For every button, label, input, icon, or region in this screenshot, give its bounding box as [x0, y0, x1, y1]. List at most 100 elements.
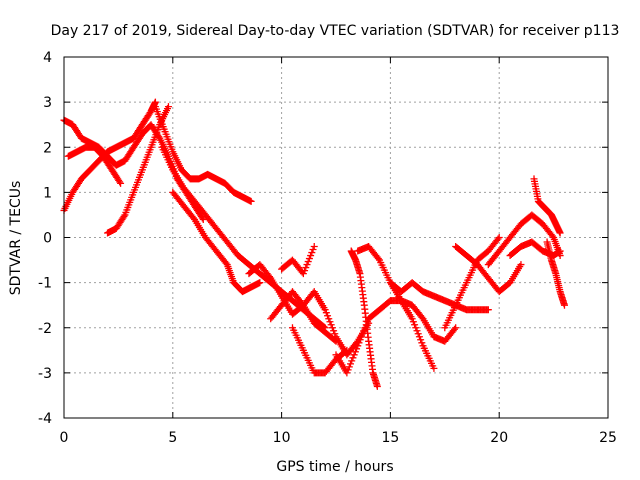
data-point [343, 346, 351, 354]
data-point [484, 306, 492, 314]
series-arc-18 [484, 211, 564, 269]
data-point [322, 309, 330, 317]
series-arc-16 [441, 234, 503, 332]
data-point [116, 178, 124, 186]
data-point [305, 255, 313, 263]
data-point [325, 315, 333, 323]
y-tick-label: -4 [38, 411, 52, 427]
data-point [413, 327, 421, 335]
series-arc-17 [452, 243, 525, 296]
series-arc-14 [354, 243, 438, 372]
x-tick-label: 15 [381, 430, 399, 446]
y-tick-label: 1 [43, 185, 52, 201]
data-point [450, 325, 458, 333]
series-arc-20 [530, 175, 564, 237]
x-tick-label: 0 [60, 430, 69, 446]
data-point [556, 247, 564, 255]
data-point [344, 366, 352, 374]
series-arc-9 [267, 288, 340, 345]
data-point [307, 252, 315, 260]
data-point [299, 270, 307, 278]
data-point [345, 363, 353, 371]
data-point [414, 330, 422, 338]
data-point [418, 339, 426, 347]
data-point [266, 273, 274, 281]
data-point [418, 313, 426, 321]
data-layer [60, 98, 568, 390]
data-point [120, 212, 128, 220]
series-arc-13 [347, 247, 381, 390]
data-point [355, 339, 363, 347]
data-point [360, 327, 368, 335]
data-point [494, 235, 502, 243]
data-point [560, 301, 568, 309]
data-point [330, 327, 338, 335]
series-arc-21 [543, 238, 568, 309]
data-point [326, 318, 334, 326]
data-point [373, 382, 381, 390]
data-point [417, 336, 425, 344]
data-point [331, 336, 339, 344]
data-point [350, 351, 358, 359]
data-point [308, 249, 316, 257]
tick-layer: 0 5 10 15 20 25 -4 -3 -2 -1 0 1 2 3 4 [38, 50, 617, 446]
series-arc-11 [278, 243, 318, 278]
y-tick-label: -3 [38, 366, 52, 382]
data-point [164, 103, 172, 111]
data-point [327, 321, 335, 329]
data-point [343, 369, 351, 377]
x-tick-label: 20 [490, 430, 508, 446]
data-point [302, 264, 310, 272]
data-point [415, 333, 423, 341]
data-point [309, 246, 317, 254]
y-tick-label: 0 [43, 231, 52, 247]
data-point [310, 243, 318, 251]
data-point [411, 321, 419, 329]
data-point [412, 324, 420, 332]
data-point [301, 267, 309, 275]
data-point [353, 345, 361, 353]
y-axis-label: SDTVAR / TECUs [8, 181, 24, 296]
y-tick-label: 3 [43, 95, 52, 111]
data-point [354, 342, 362, 350]
x-tick-label: 5 [168, 430, 177, 446]
data-point [222, 259, 230, 267]
x-axis-label: GPS time / hours [276, 459, 393, 475]
series-arc-15 [386, 279, 492, 314]
data-point [356, 336, 364, 344]
x-tick-label: 10 [273, 430, 291, 446]
data-point [349, 354, 357, 362]
data-point [247, 197, 255, 205]
grid-layer [64, 57, 608, 418]
data-point [321, 306, 329, 314]
data-point [374, 255, 382, 263]
data-point [256, 279, 264, 287]
data-point [452, 324, 460, 332]
data-point [357, 333, 365, 341]
data-point [556, 229, 564, 237]
data-point [117, 179, 125, 187]
data-point [348, 357, 356, 365]
data-point [548, 232, 556, 240]
data-point [351, 348, 359, 356]
data-point [495, 234, 503, 241]
data-point [324, 312, 332, 320]
series-arc-12 [332, 297, 460, 377]
y-tick-label: 2 [43, 140, 52, 156]
data-point [430, 364, 438, 372]
series-arc-3 [64, 143, 125, 187]
data-point [409, 318, 417, 326]
data-point [347, 360, 355, 368]
series-arc-7 [169, 188, 264, 296]
data-point [517, 261, 525, 269]
data-point [331, 330, 339, 338]
series-arc-5 [151, 103, 255, 205]
data-point [408, 315, 416, 323]
y-tick-label: 4 [43, 50, 52, 66]
data-point [189, 214, 197, 222]
data-point [342, 347, 350, 355]
x-tick-label: 25 [599, 430, 617, 446]
data-point [304, 258, 312, 266]
